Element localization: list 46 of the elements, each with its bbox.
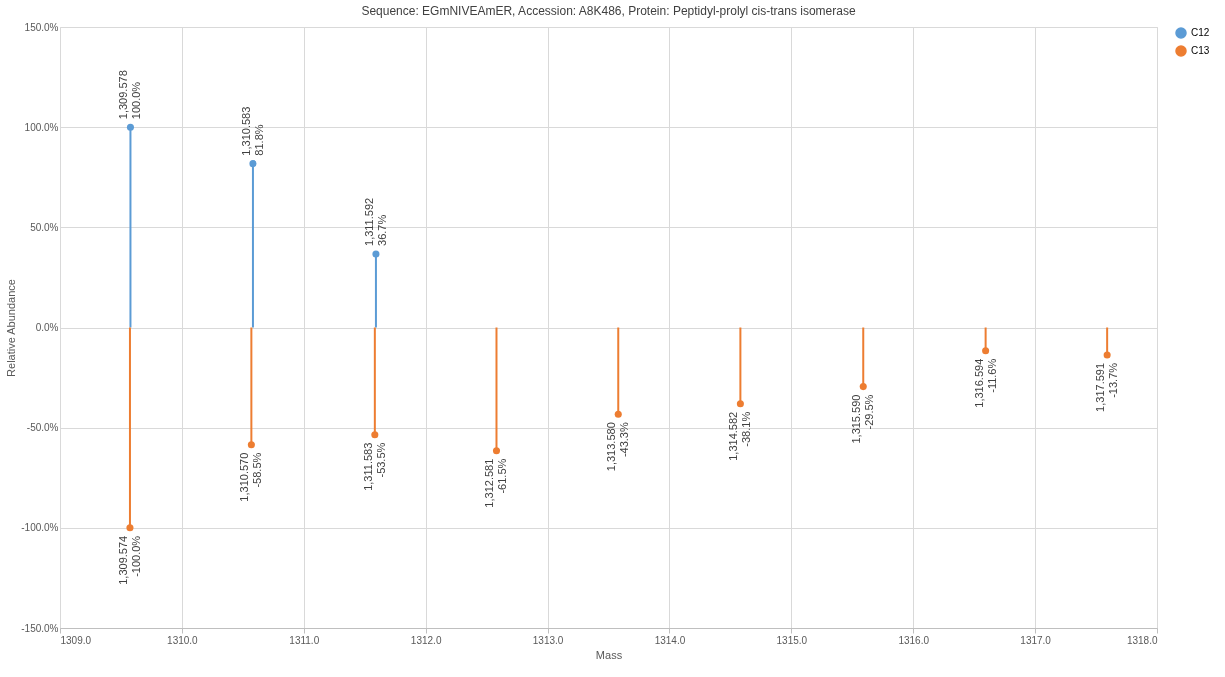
- chart-title: Sequence: EGmNIVEAmER, Accession: A8K486, Protein: Peptidyl-prolyl cis-trans isomerase: [361, 4, 856, 18]
- data-label: 1,311.583 -53.5%: [361, 442, 387, 491]
- data-label: 1,310.570 -58.5%: [238, 452, 264, 502]
- y-axis-title: Relative Abundance: [5, 279, 18, 377]
- point: [126, 524, 134, 532]
- point: [736, 400, 744, 408]
- point: [247, 441, 255, 449]
- x-tick-label: 1316.0: [898, 634, 930, 646]
- point: [371, 431, 379, 439]
- y-tick-label: 100.0%: [24, 121, 59, 133]
- data-label: 1,317.591 -13.7%: [1094, 362, 1120, 412]
- y-tick-label: -150.0%: [21, 622, 59, 634]
- data-label: 1,312.581 -61.5%: [483, 458, 509, 508]
- point: [614, 410, 622, 418]
- data-label: 1,314.582 -38.1%: [727, 411, 753, 461]
- x-tick-label: 1309.0: [60, 634, 92, 646]
- point: [372, 250, 380, 258]
- point: [126, 123, 134, 131]
- y-tick-label: 150.0%: [24, 21, 59, 33]
- x-tick-label: 1317.0: [1020, 634, 1052, 646]
- data-label: 1,315.590 -29.5%: [850, 394, 876, 444]
- point: [982, 347, 990, 355]
- y-tick-label: 0.0%: [35, 322, 59, 333]
- x-tick-label: 1315.0: [776, 634, 808, 646]
- y-tick-label: -100.0%: [21, 522, 59, 534]
- point: [249, 160, 257, 168]
- point: [492, 447, 501, 455]
- data-label: 1,309.578 100.0%: [117, 70, 143, 120]
- x-tick-label: 1313.0: [532, 634, 564, 646]
- x-axis-title: Mass: [595, 648, 623, 661]
- data-label: 1,316.594 -11.6%: [972, 358, 998, 408]
- x-tick-label: 1312.0: [410, 634, 442, 646]
- legend-label: C13: [1191, 45, 1210, 56]
- y-tick-label: 50.0%: [30, 221, 59, 233]
- x-tick-label: 1310.0: [167, 634, 199, 646]
- data-label: 1,309.574 -100.0%: [116, 535, 142, 585]
- point: [859, 383, 867, 391]
- y-tick-label: -50.0%: [26, 422, 59, 434]
- x-tick-label: 1314.0: [654, 634, 686, 646]
- data-label: 1,310.583 81.8%: [239, 106, 265, 156]
- point: [1103, 351, 1111, 359]
- x-tick-label: 1318.0: [1126, 634, 1158, 646]
- data-label: 1,311.592 36.7%: [362, 197, 388, 246]
- data-label: 1,313.580 -43.3%: [605, 422, 631, 472]
- legend-label: C12: [1191, 27, 1210, 38]
- x-tick-label: 1311.0: [289, 634, 320, 646]
